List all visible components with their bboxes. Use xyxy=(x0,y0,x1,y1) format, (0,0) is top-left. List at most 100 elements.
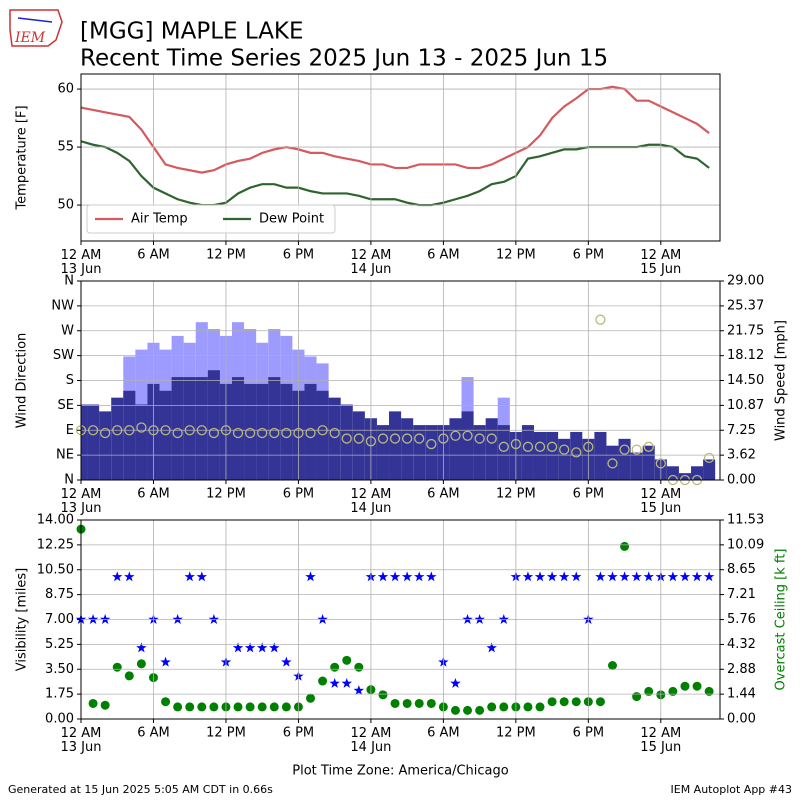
point xyxy=(245,702,255,712)
bar xyxy=(618,438,631,480)
bar xyxy=(256,383,269,480)
point xyxy=(233,702,243,712)
star-point xyxy=(317,614,328,624)
point xyxy=(559,697,569,707)
legend-label: Air Temp xyxy=(131,212,188,227)
y2-tick-label: 0.00 xyxy=(727,473,756,488)
star-point xyxy=(124,571,135,582)
point xyxy=(185,702,195,712)
star-point xyxy=(619,571,630,582)
x-tick-label: 12 AM 13 Jun xyxy=(61,726,102,755)
point xyxy=(330,662,340,672)
title-line: Recent Time Series 2025 Jun 13 - 2025 Ju… xyxy=(80,46,608,72)
star-point xyxy=(353,685,365,696)
star-point xyxy=(184,571,195,582)
y-tick-label: 7.00 xyxy=(45,612,74,627)
y-axis-label: Temperature [F] xyxy=(15,105,30,210)
x-tick-label: 12 AM 15 Jun xyxy=(640,487,681,516)
y-tick-label: 60 xyxy=(57,82,74,97)
star-point xyxy=(546,571,558,582)
point xyxy=(269,427,280,439)
bar xyxy=(558,438,571,480)
bar xyxy=(570,431,583,480)
point xyxy=(389,433,401,444)
point xyxy=(571,447,582,458)
point xyxy=(414,698,424,708)
point xyxy=(305,427,316,439)
star-point xyxy=(208,614,220,624)
bar xyxy=(546,431,559,480)
point xyxy=(534,441,546,452)
point xyxy=(522,441,534,452)
y-axis-label: Wind Direction xyxy=(15,333,30,429)
point xyxy=(692,681,702,691)
point xyxy=(414,433,425,444)
point xyxy=(680,681,690,691)
y-tick-label: 14.00 xyxy=(37,513,74,528)
x-tick-label: 12 PM xyxy=(496,248,536,263)
point xyxy=(232,427,244,439)
y-tick-label: NE xyxy=(56,448,74,463)
panel: 12 AM 13 Jun 6 AM 12 PM 6 PM 12 AM 14 Jun 6 AM 1… xyxy=(15,274,789,516)
star-point xyxy=(377,571,389,582)
point xyxy=(257,702,267,712)
point xyxy=(462,430,473,441)
bar xyxy=(328,397,341,480)
point xyxy=(281,702,291,712)
point xyxy=(487,702,497,712)
point xyxy=(269,702,279,712)
x-tick-label: 6 AM xyxy=(427,487,460,502)
y-tick-label: 50 xyxy=(57,198,74,213)
bar xyxy=(413,425,426,480)
star-point xyxy=(486,642,497,653)
point xyxy=(607,660,617,670)
bar xyxy=(244,383,257,480)
y2-tick-label: 11.53 xyxy=(727,513,764,528)
point xyxy=(401,433,413,444)
line-series xyxy=(81,85,710,174)
point xyxy=(463,705,473,715)
point xyxy=(329,427,340,439)
star-point xyxy=(401,571,413,582)
plot-frame xyxy=(80,280,721,481)
star-point xyxy=(305,571,316,582)
star-point xyxy=(413,571,425,582)
plot-area xyxy=(81,85,710,207)
point xyxy=(208,427,220,439)
x-tick-label: 12 PM xyxy=(206,248,246,263)
point xyxy=(100,700,110,710)
bar xyxy=(376,425,390,480)
x-tick-label: 6 AM xyxy=(137,726,170,741)
point xyxy=(620,541,630,551)
point xyxy=(136,659,146,669)
point xyxy=(450,430,461,441)
x-tick-label: 12 AM 13 Jun xyxy=(61,487,102,516)
bar xyxy=(87,404,100,480)
bar xyxy=(81,404,88,480)
y2-tick-label: 7.21 xyxy=(727,587,756,602)
y-tick-label: E xyxy=(66,423,74,438)
point xyxy=(475,705,485,715)
star-point xyxy=(571,571,582,582)
y2-tick-label: 1.44 xyxy=(727,687,756,702)
bar xyxy=(304,383,317,480)
footer-right: IEM Autoplot App #43 xyxy=(671,783,793,796)
star-point xyxy=(136,642,147,653)
y2-tick-label: 0.00 xyxy=(727,712,756,727)
plot-frame xyxy=(80,73,721,242)
star-point xyxy=(667,571,679,582)
legend-label: Dew Point xyxy=(259,212,324,227)
point xyxy=(306,693,316,703)
logo-text: IEM xyxy=(14,30,46,46)
star-point xyxy=(522,571,534,582)
point xyxy=(703,452,715,464)
star-point xyxy=(643,571,654,582)
bar xyxy=(135,404,148,480)
star-point xyxy=(160,656,171,667)
y-tick-label: N xyxy=(64,473,74,488)
star-point xyxy=(341,677,352,688)
star-point xyxy=(172,614,183,624)
y2-tick-label: 14.50 xyxy=(727,373,764,388)
x-tick-label: 12 PM xyxy=(206,487,246,502)
x-tick-label: 12 AM 13 Jun xyxy=(61,248,102,277)
